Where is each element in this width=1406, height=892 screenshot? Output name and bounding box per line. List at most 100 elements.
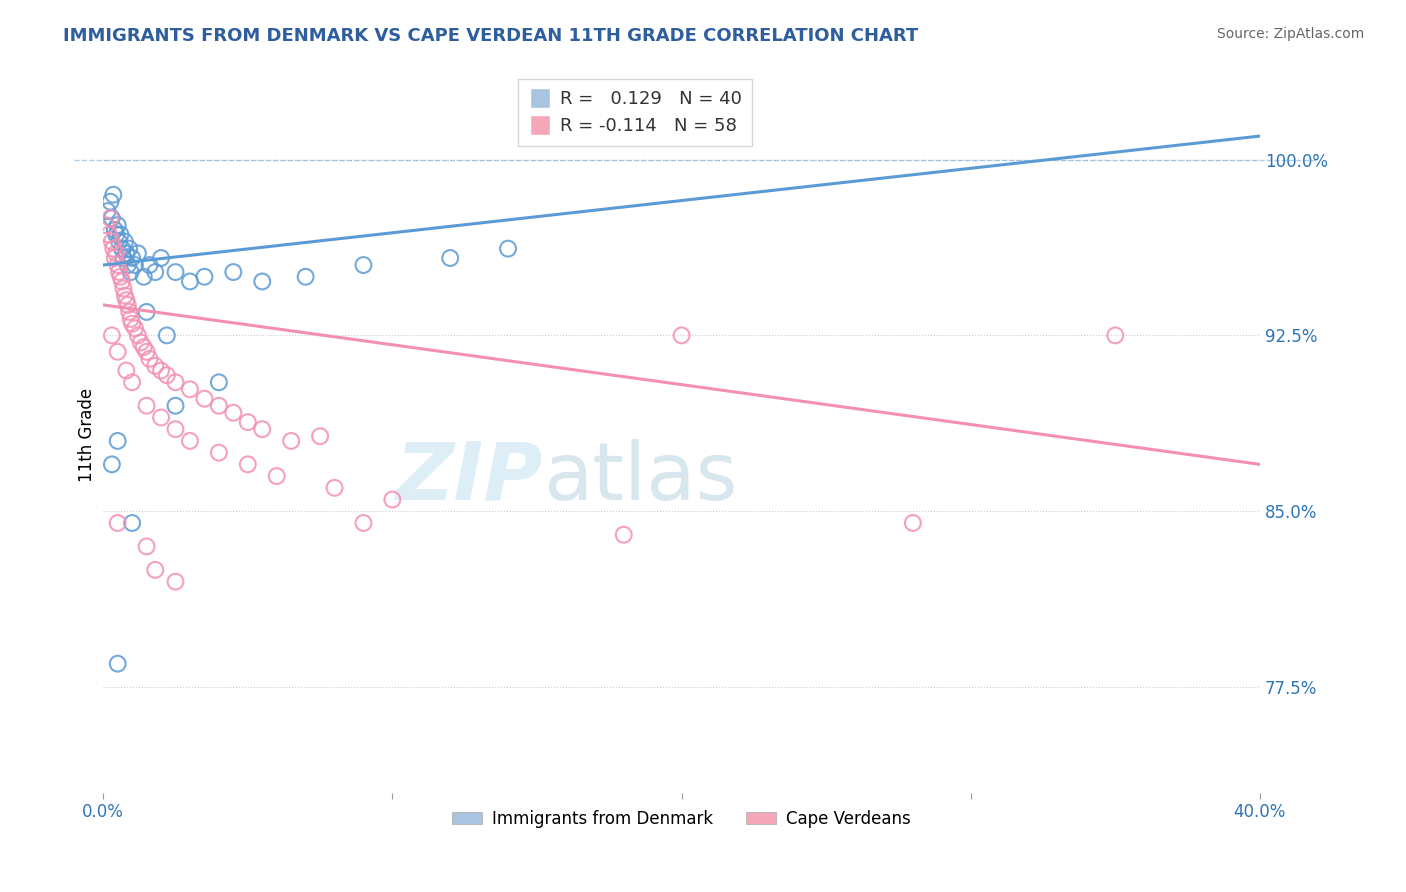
Point <box>135 305 157 319</box>
Point <box>266 469 288 483</box>
Point <box>165 265 187 279</box>
Point <box>222 406 245 420</box>
Point <box>439 251 461 265</box>
Point <box>115 363 138 377</box>
Point <box>901 516 924 530</box>
Point <box>103 187 125 202</box>
Point <box>193 392 215 406</box>
Point <box>1104 328 1126 343</box>
Legend: Immigrants from Denmark, Cape Verdeans: Immigrants from Denmark, Cape Verdeans <box>446 803 918 834</box>
Point <box>381 492 404 507</box>
Point <box>165 399 187 413</box>
Point <box>111 275 134 289</box>
Point <box>165 422 187 436</box>
Point <box>252 422 274 436</box>
Point <box>100 194 122 209</box>
Point <box>323 481 346 495</box>
Point <box>613 527 636 541</box>
Point <box>150 410 173 425</box>
Point <box>118 305 141 319</box>
Point <box>143 359 166 373</box>
Point <box>117 258 139 272</box>
Point <box>165 376 187 390</box>
Point <box>150 251 173 265</box>
Point <box>129 335 152 350</box>
Point <box>101 328 124 343</box>
Point <box>98 227 121 242</box>
Point <box>101 211 124 226</box>
Point <box>309 429 332 443</box>
Point <box>138 258 160 272</box>
Point <box>101 235 124 249</box>
Point <box>132 269 155 284</box>
Point <box>193 269 215 284</box>
Point <box>294 269 316 284</box>
Y-axis label: 11th Grade: 11th Grade <box>79 388 96 482</box>
Point <box>108 235 131 249</box>
Point <box>121 516 143 530</box>
Point <box>115 246 138 260</box>
Point <box>222 265 245 279</box>
Point <box>110 269 132 284</box>
Point <box>101 458 124 472</box>
Text: Source: ZipAtlas.com: Source: ZipAtlas.com <box>1216 27 1364 41</box>
Text: IMMIGRANTS FROM DENMARK VS CAPE VERDEAN 11TH GRADE CORRELATION CHART: IMMIGRANTS FROM DENMARK VS CAPE VERDEAN … <box>63 27 918 45</box>
Point <box>104 251 127 265</box>
Point <box>104 223 127 237</box>
Point <box>208 399 231 413</box>
Point <box>111 242 134 256</box>
Point <box>103 242 125 256</box>
Point <box>108 265 131 279</box>
Point <box>107 434 129 448</box>
Point <box>94 218 117 232</box>
Point <box>135 399 157 413</box>
Point <box>135 540 157 554</box>
Point <box>156 328 179 343</box>
Point <box>127 328 149 343</box>
Point <box>156 368 179 383</box>
Point <box>107 218 129 232</box>
Point <box>127 246 149 260</box>
Point <box>112 251 135 265</box>
Point <box>143 563 166 577</box>
Point <box>107 516 129 530</box>
Point <box>179 382 201 396</box>
Point <box>112 281 135 295</box>
Point <box>114 235 136 249</box>
Point <box>132 340 155 354</box>
Text: atlas: atlas <box>543 439 737 517</box>
Point <box>353 258 375 272</box>
Point <box>107 344 129 359</box>
Point <box>120 265 142 279</box>
Point <box>121 251 143 265</box>
Point <box>100 211 122 226</box>
Point <box>138 351 160 366</box>
Point <box>135 344 157 359</box>
Point <box>208 445 231 459</box>
Point <box>117 298 139 312</box>
Point <box>143 265 166 279</box>
Point <box>124 321 146 335</box>
Point <box>115 293 138 308</box>
Point <box>118 242 141 256</box>
Point <box>208 376 231 390</box>
Point <box>121 376 143 390</box>
Point <box>179 434 201 448</box>
Text: ZIP: ZIP <box>395 439 543 517</box>
Point <box>671 328 693 343</box>
Point <box>165 574 187 589</box>
Point <box>114 288 136 302</box>
Point <box>96 204 118 219</box>
Point <box>179 275 201 289</box>
Point <box>236 415 259 429</box>
Point <box>105 246 128 260</box>
Point <box>121 317 143 331</box>
Point <box>107 258 129 272</box>
Point <box>110 227 132 242</box>
Point <box>236 458 259 472</box>
Point <box>105 227 128 242</box>
Point <box>150 363 173 377</box>
Point <box>252 275 274 289</box>
Point <box>353 516 375 530</box>
Point <box>280 434 302 448</box>
